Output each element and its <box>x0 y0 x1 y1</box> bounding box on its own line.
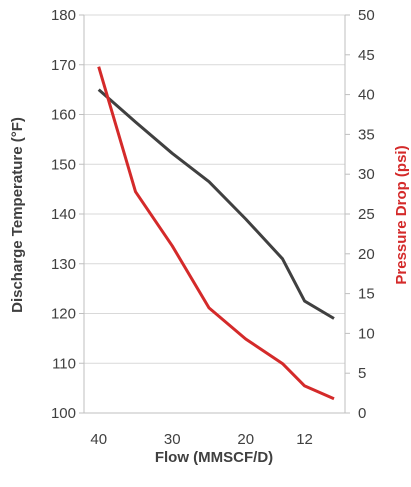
y-right-tick-label: 20 <box>358 246 375 263</box>
y-right-tick-label: 30 <box>358 166 375 183</box>
y-right-tick-label: 45 <box>358 47 375 64</box>
y-left-tick-label: 170 <box>51 57 76 74</box>
y-right-tick-label: 50 <box>358 7 375 24</box>
x-tick-label: 30 <box>164 431 181 448</box>
y-left-tick-label: 180 <box>51 7 76 24</box>
y-left-axis-title: Discharge Temperature (°F) <box>9 117 26 313</box>
y-left-tick-label: 150 <box>51 156 76 173</box>
x-tick-label: 20 <box>237 431 254 448</box>
discharge-temperature-line <box>97 88 335 320</box>
y-right-tick-label: 0 <box>358 405 366 422</box>
y-left-tick-label: 140 <box>51 206 76 223</box>
y-right-axis-title: Pressure Drop (psi) <box>393 145 410 284</box>
y-left-tick-label: 100 <box>51 405 76 422</box>
y-right-tick-label: 40 <box>358 87 375 104</box>
y-right-tick-label: 10 <box>358 325 375 342</box>
y-left-tick-label: 130 <box>51 256 76 273</box>
pressure-drop-line <box>97 66 335 401</box>
y-right-tick-label: 35 <box>358 126 375 143</box>
y-left-tick-label: 110 <box>52 355 76 372</box>
y-right-tick-label: 25 <box>358 206 375 223</box>
x-tick-label: 40 <box>90 431 107 448</box>
axes-layer: 100 110 120 130 140 150 160 170 180 0 5 10 15 20 25 30 3… <box>51 7 375 448</box>
series-layer <box>97 66 335 401</box>
y-left-tick-label: 160 <box>51 107 76 124</box>
gridlines <box>84 14 345 414</box>
x-axis-title: Flow (MMSCF/D) <box>155 449 273 466</box>
x-tick-label: 12 <box>296 431 313 448</box>
y-left-tick-label: 120 <box>51 306 76 323</box>
y-right-tick-label: 5 <box>358 365 366 382</box>
y-right-tick-label: 15 <box>358 286 375 303</box>
